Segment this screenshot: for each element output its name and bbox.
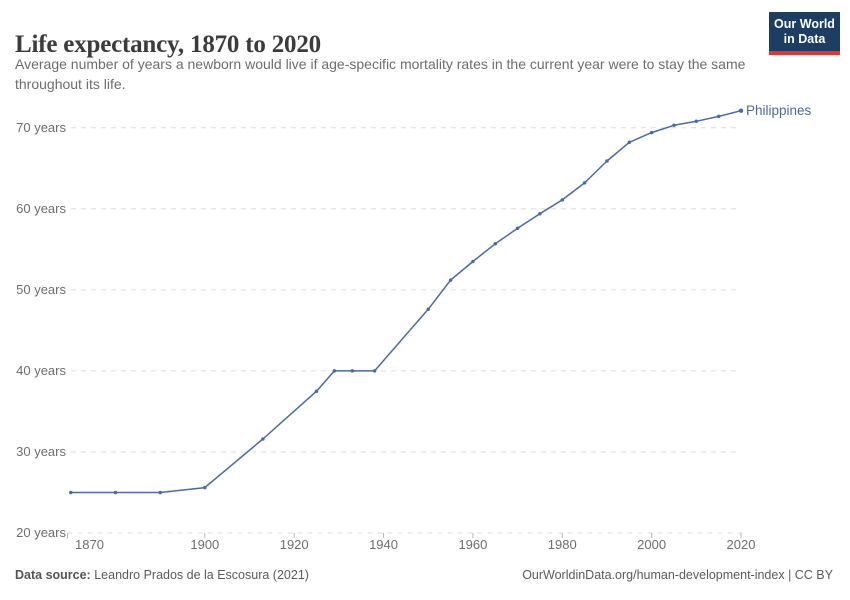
data-point-marker	[515, 226, 520, 231]
data-point-marker	[69, 490, 73, 495]
x-tick-label: 1870	[75, 537, 104, 552]
attribution-note[interactable]: OurWorldinData.org/human-development-ind…	[522, 568, 833, 582]
y-tick-label: 30 years	[16, 443, 66, 459]
y-tick-label: 40 years	[16, 362, 66, 378]
data-source-note: Data source: Leandro Prados de la Escosu…	[15, 568, 309, 582]
data-point-marker	[203, 485, 207, 490]
data-point-marker	[672, 123, 676, 128]
y-tick-label: 50 years	[16, 281, 66, 297]
series-line[interactable]	[70, 109, 742, 494]
page-title: Life expectancy, 1870 to 2020	[15, 30, 321, 58]
data-point-marker	[605, 159, 609, 163]
data-source-text: Leandro Prados de la Escosura (2021)	[94, 568, 309, 582]
x-tick-label: 1940	[369, 537, 398, 552]
x-tick-label: 2020	[726, 537, 756, 552]
data-point-marker	[448, 278, 453, 282]
y-tick-label: 70 years	[16, 119, 66, 135]
series-label-philippines[interactable]: Philippines	[746, 102, 812, 118]
x-tick-label: 1980	[547, 537, 577, 552]
x-tick-label: 2000	[637, 537, 667, 552]
data-point-marker	[738, 108, 744, 113]
data-point-marker	[314, 389, 319, 393]
y-tick-label: 20 years	[16, 525, 66, 540]
data-point-marker	[716, 114, 721, 119]
x-tick-label: 1960	[458, 537, 488, 552]
chart-subtitle: Average number of years a newborn would …	[15, 56, 746, 92]
x-tick-label: 1920	[279, 537, 309, 552]
data-point-marker	[113, 490, 118, 495]
data-point-marker	[261, 437, 265, 441]
owid-logo: Our World in Data	[769, 12, 840, 55]
data-source-label: Data source:	[15, 568, 91, 582]
data-point-marker	[372, 369, 377, 373]
data-point-marker	[332, 369, 337, 373]
data-point-marker	[694, 119, 699, 124]
data-point-marker	[493, 241, 498, 246]
owid-logo-line2: in Data	[783, 32, 826, 46]
x-tick-label: 1900	[190, 537, 220, 552]
data-point-marker	[582, 181, 587, 185]
attribution-text: OurWorldinData.org/human-development-ind…	[522, 568, 833, 582]
data-point-marker	[560, 198, 565, 202]
data-point-marker	[350, 369, 355, 373]
data-point-marker	[426, 307, 430, 312]
data-point-marker	[471, 259, 475, 264]
data-point-marker	[538, 211, 542, 216]
y-tick-label: 60 years	[16, 200, 66, 216]
owid-logo-line1: Our World	[774, 17, 835, 31]
data-point-marker	[627, 140, 632, 145]
data-point-marker	[649, 130, 654, 135]
data-point-marker	[158, 490, 162, 495]
